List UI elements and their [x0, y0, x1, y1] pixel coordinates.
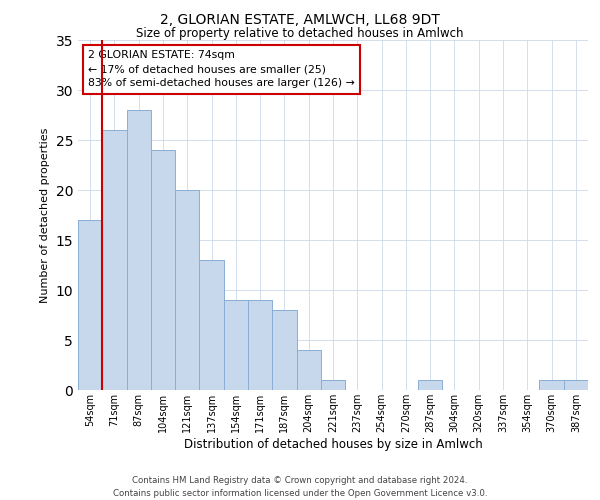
- Bar: [564, 380, 588, 390]
- Bar: [224, 300, 248, 390]
- Bar: [151, 150, 175, 390]
- Text: Size of property relative to detached houses in Amlwch: Size of property relative to detached ho…: [136, 28, 464, 40]
- Bar: [175, 190, 199, 390]
- Bar: [418, 380, 442, 390]
- Bar: [199, 260, 224, 390]
- Bar: [248, 300, 272, 390]
- Text: 2 GLORIAN ESTATE: 74sqm
← 17% of detached houses are smaller (25)
83% of semi-de: 2 GLORIAN ESTATE: 74sqm ← 17% of detache…: [88, 50, 355, 88]
- Bar: [127, 110, 151, 390]
- Bar: [78, 220, 102, 390]
- Bar: [102, 130, 127, 390]
- Text: Contains HM Land Registry data © Crown copyright and database right 2024.
Contai: Contains HM Land Registry data © Crown c…: [113, 476, 487, 498]
- Bar: [539, 380, 564, 390]
- X-axis label: Distribution of detached houses by size in Amlwch: Distribution of detached houses by size …: [184, 438, 482, 450]
- Text: 2, GLORIAN ESTATE, AMLWCH, LL68 9DT: 2, GLORIAN ESTATE, AMLWCH, LL68 9DT: [160, 12, 440, 26]
- Bar: [272, 310, 296, 390]
- Bar: [321, 380, 345, 390]
- Bar: [296, 350, 321, 390]
- Y-axis label: Number of detached properties: Number of detached properties: [40, 128, 50, 302]
